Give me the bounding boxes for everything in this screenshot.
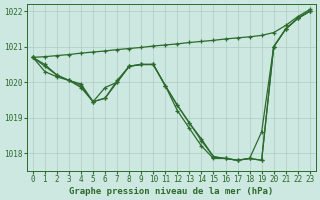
- X-axis label: Graphe pression niveau de la mer (hPa): Graphe pression niveau de la mer (hPa): [69, 187, 274, 196]
